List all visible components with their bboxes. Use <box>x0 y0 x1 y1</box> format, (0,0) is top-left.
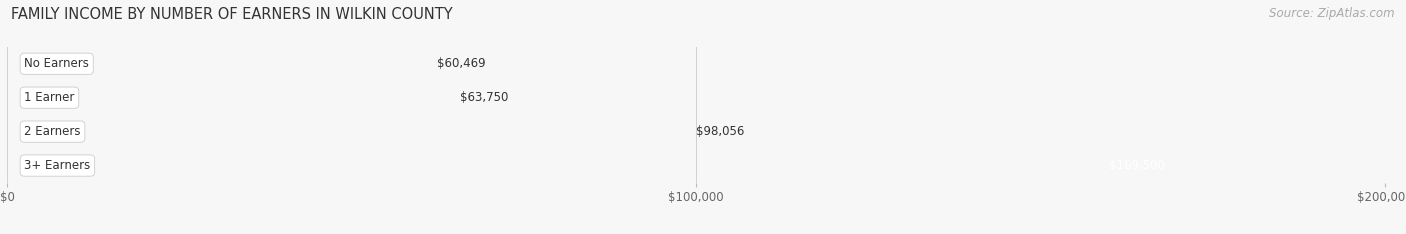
Text: 1 Earner: 1 Earner <box>24 91 75 104</box>
Text: $98,056: $98,056 <box>696 125 745 138</box>
Text: $63,750: $63,750 <box>460 91 509 104</box>
Text: No Earners: No Earners <box>24 57 89 70</box>
Text: Source: ZipAtlas.com: Source: ZipAtlas.com <box>1270 7 1395 20</box>
Text: $169,500: $169,500 <box>1108 159 1164 172</box>
Text: $60,469: $60,469 <box>437 57 486 70</box>
Text: FAMILY INCOME BY NUMBER OF EARNERS IN WILKIN COUNTY: FAMILY INCOME BY NUMBER OF EARNERS IN WI… <box>11 7 453 22</box>
Text: 3+ Earners: 3+ Earners <box>24 159 90 172</box>
Text: 2 Earners: 2 Earners <box>24 125 80 138</box>
